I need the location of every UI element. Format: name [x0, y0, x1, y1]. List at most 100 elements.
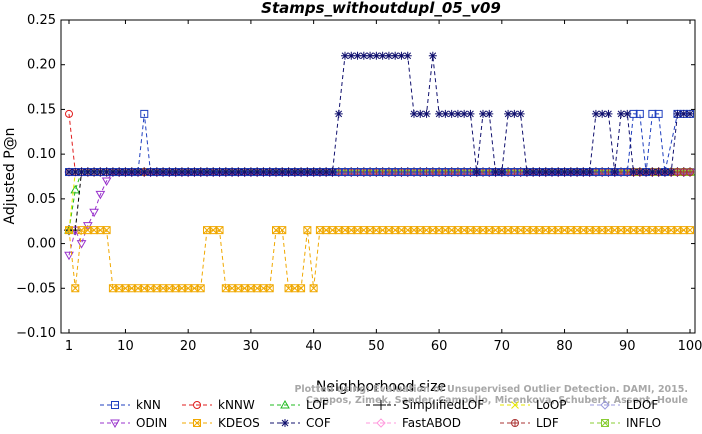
data-point-cof	[322, 168, 331, 177]
series-lof	[64, 167, 695, 234]
data-point-cof	[353, 51, 362, 60]
data-point-cof	[428, 51, 437, 60]
data-point-cof	[642, 168, 651, 177]
data-point-cof	[65, 168, 73, 177]
data-point-cof	[604, 109, 613, 118]
legend-marker	[193, 401, 201, 409]
data-point-cof	[309, 168, 318, 177]
data-point-cof	[278, 168, 287, 177]
legend-marker	[511, 401, 519, 409]
legend-label: SimplifiedLOF	[402, 398, 484, 412]
legend-label: LDOF	[626, 398, 658, 412]
data-point-kdeos	[196, 284, 205, 293]
y-axis-label: Adjusted P@n	[2, 127, 18, 224]
data-point-kdeos	[215, 226, 224, 235]
data-point-cof	[673, 109, 682, 118]
data-point-cof	[667, 168, 676, 177]
data-point-cof	[479, 109, 487, 118]
axis-layer: 1 10 20 30 40 50 60 70 80 90 100 −0.10 −0.05 0.00 0.05…	[16, 13, 702, 354]
data-point-cof	[485, 109, 494, 118]
data-point-cof	[265, 168, 274, 177]
data-point-knn	[416, 168, 425, 177]
data-point-odin	[101, 177, 112, 186]
data-point-cof	[410, 109, 418, 118]
data-point-cof	[629, 168, 638, 177]
series-line-loop	[68, 171, 690, 231]
data-point-cof	[610, 168, 619, 177]
data-point-knn	[654, 109, 663, 118]
data-point-cof	[102, 168, 111, 177]
data-point-knn	[397, 168, 406, 177]
series-line-kdeos	[68, 229, 690, 289]
data-point-knn	[384, 168, 393, 177]
data-point-kdeos	[303, 226, 312, 235]
data-point-cof	[535, 168, 544, 177]
data-point-cof	[391, 51, 400, 60]
data-point-cof	[115, 168, 124, 177]
data-point-cof	[177, 168, 186, 177]
data-point-cof	[366, 51, 375, 60]
data-point-knn	[453, 168, 462, 177]
y-tick-label: −0.05	[16, 281, 56, 296]
data-point-cof	[654, 168, 663, 177]
legend-marker	[511, 419, 520, 427]
legend-item-cof: COF	[270, 416, 331, 430]
series-line-knnw	[68, 113, 690, 173]
data-point-cof	[284, 168, 293, 177]
data-point-cof	[253, 168, 262, 177]
data-point-cof	[384, 51, 393, 60]
data-point-cof	[422, 109, 431, 118]
data-point-odin	[70, 226, 81, 236]
data-point-knn	[635, 109, 644, 118]
data-point-cof	[453, 109, 462, 118]
data-point-cof	[460, 109, 469, 118]
watermark-line-2: Campos, Zimek, Sander, Campello, Micenko…	[306, 395, 688, 406]
chart-title: Stamps_withoutdupl_05_v09	[261, 0, 501, 17]
data-point-odin	[95, 190, 106, 200]
watermark-line-1: Plotted using: Evaluation of Unsupervise…	[294, 384, 688, 395]
y-tick-label: −0.10	[16, 326, 56, 341]
data-point-cof	[272, 168, 280, 177]
data-point-cof	[679, 109, 688, 118]
data-point-knn	[378, 168, 387, 177]
data-point-ldf	[679, 168, 688, 177]
data-point-knn	[140, 109, 149, 118]
data-point-knn	[598, 168, 607, 177]
data-point-cof	[447, 109, 456, 118]
data-point-kdeos	[278, 226, 287, 235]
data-point-cof	[146, 168, 155, 177]
y-tick-label: 0.25	[27, 13, 56, 28]
series-layer	[64, 51, 695, 293]
x-tick-label: 80	[556, 339, 573, 354]
data-point-cof	[234, 168, 243, 177]
data-point-cof	[221, 168, 230, 177]
data-point-cof	[623, 109, 632, 118]
data-point-cof	[71, 168, 80, 177]
x-tick-label: 10	[117, 339, 134, 354]
x-tick-label: 30	[243, 339, 260, 354]
data-point-cof	[303, 168, 312, 177]
data-point-cof	[516, 109, 525, 118]
data-point-cof	[134, 168, 142, 177]
legend-label: kNNW	[218, 398, 255, 412]
data-point-cof	[585, 168, 594, 177]
data-point-cof	[96, 168, 105, 177]
data-point-kdeos	[102, 226, 111, 235]
data-point-cof	[359, 51, 368, 60]
y-tick-label: 0.20	[27, 58, 56, 73]
series-line-lof	[68, 171, 690, 231]
data-point-cof	[648, 168, 657, 177]
legend-marker	[193, 419, 201, 427]
data-point-cof	[171, 168, 180, 177]
legend-marker	[600, 400, 610, 410]
data-point-knn	[410, 168, 418, 177]
data-point-knn	[422, 168, 431, 177]
data-point-cof	[598, 109, 607, 118]
x-tick-label: 40	[305, 339, 322, 354]
series-odin	[64, 168, 695, 261]
data-point-cof	[290, 168, 299, 177]
legend-item-loop: LoOP	[500, 398, 567, 412]
data-point-cof	[491, 168, 500, 177]
data-point-cof	[121, 168, 130, 177]
